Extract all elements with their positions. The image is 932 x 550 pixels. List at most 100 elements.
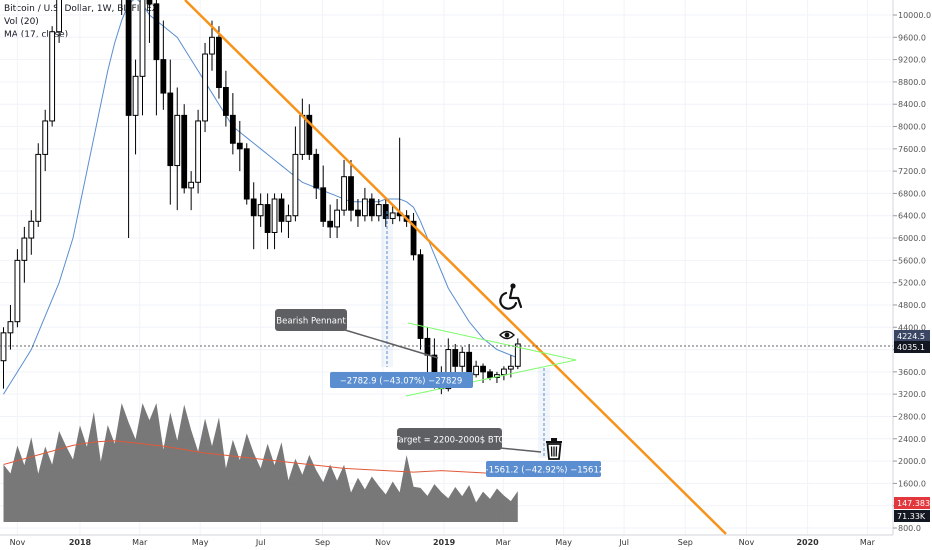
candle-body <box>7 321 14 334</box>
price-axis-bg <box>893 0 932 550</box>
candle-body <box>250 198 257 217</box>
indicator-volume: Vol (20) <box>4 17 39 27</box>
candle <box>389 204 396 225</box>
target-text: Target = 2200-2000$ BTC <box>394 436 505 446</box>
callout-bg <box>275 309 347 331</box>
x-tick-label: Nov <box>10 538 26 547</box>
y-tick-label: 3600.0 <box>898 368 926 377</box>
candle <box>49 26 56 127</box>
candle <box>7 304 14 350</box>
y-tick-label: 800.0 <box>898 524 921 533</box>
candle-body <box>459 351 466 367</box>
candle-body <box>292 153 299 217</box>
callout-text: Bearish Pennant <box>276 317 346 327</box>
candle <box>195 109 201 194</box>
x-tick-label: May <box>555 538 572 547</box>
y-tick-label: 9200.0 <box>898 56 926 65</box>
eye-icon <box>499 330 515 340</box>
candle-body <box>216 36 222 88</box>
x-tick-label: Nov <box>739 538 755 547</box>
x-tick-label: Mar <box>132 538 148 547</box>
candle <box>243 143 250 205</box>
candle-body <box>278 198 285 222</box>
candle <box>21 226 28 283</box>
candle <box>313 148 320 200</box>
wheelchair-wheel <box>499 291 518 310</box>
x-tick-label: 2020 <box>796 538 819 547</box>
measure-label-1-text: −2782.9 (−43.07%) −27829 <box>340 377 463 387</box>
wheelchair-body <box>508 287 523 309</box>
candle <box>188 171 195 211</box>
candle-body <box>21 237 28 261</box>
y-tick-label: 2000.0 <box>898 457 926 466</box>
candle-body <box>0 332 7 362</box>
candle <box>42 109 49 172</box>
candle-body <box>473 365 480 376</box>
current-price-tag-text: 4035.1 <box>897 343 925 352</box>
candle <box>125 0 132 239</box>
y-tick-label: 2800.0 <box>898 412 926 421</box>
volume-ma-tag-text: 71.33K <box>897 512 926 521</box>
candle-body <box>334 209 341 228</box>
pennant-lower <box>405 359 577 397</box>
candle-body <box>514 343 521 367</box>
y-tick-label: 2400.0 <box>898 435 926 444</box>
indicator-ma: MA (17, close) <box>4 30 69 40</box>
candle-body <box>313 153 320 189</box>
y-tick-label: 8400.0 <box>898 100 926 109</box>
candle <box>216 26 222 99</box>
candle <box>334 199 341 239</box>
x-tick-label: Nov <box>375 538 391 547</box>
y-tick-label: 4800.0 <box>898 301 926 310</box>
time-axis-bg <box>0 535 893 550</box>
candle-body <box>223 86 229 116</box>
price-tag-text: 4224.5 <box>897 332 925 341</box>
candle <box>223 70 229 127</box>
candle <box>257 193 264 227</box>
candle-body <box>181 114 188 189</box>
candle <box>320 165 327 227</box>
candle-body <box>56 0 63 33</box>
current-price-tag-bg <box>894 341 930 353</box>
candle <box>153 0 160 116</box>
candle <box>236 120 243 172</box>
target-callout: Target = 2200-2000$ BTC <box>394 428 542 453</box>
candle-body <box>264 204 271 233</box>
candle <box>514 338 521 370</box>
candle-body <box>167 92 174 167</box>
candle <box>35 143 42 227</box>
volume-ma-tag-bg <box>894 510 930 522</box>
y-tick-label: 8800.0 <box>898 78 926 87</box>
x-tick-label: 2018 <box>69 538 92 547</box>
candle <box>292 126 299 222</box>
pennant-upper <box>407 322 577 361</box>
candle <box>327 204 334 239</box>
candle <box>28 210 35 255</box>
candle <box>132 59 139 155</box>
candle <box>382 199 389 227</box>
volume-tag: 147.383K <box>894 497 932 509</box>
candle-body <box>202 53 208 122</box>
candle-body <box>188 181 195 189</box>
y-tick-label: 5200.0 <box>898 279 926 288</box>
candle <box>174 87 181 211</box>
candle <box>341 159 347 216</box>
candle-body <box>243 148 250 200</box>
y-tick-label: 8000.0 <box>898 123 926 132</box>
candle-body <box>507 365 514 370</box>
candle-body <box>153 3 160 61</box>
candle-body <box>480 365 486 373</box>
candle <box>14 249 21 328</box>
price-tag-bg <box>894 330 930 342</box>
candle <box>452 343 459 378</box>
candle <box>229 93 236 155</box>
candle-body <box>417 254 424 339</box>
candle <box>348 159 354 222</box>
candle-body <box>348 176 354 211</box>
y-tick-label: 7200.0 <box>898 167 926 176</box>
measure-label-1: −2782.9 (−43.07%) −27829 <box>330 372 473 388</box>
candle <box>424 327 431 378</box>
candle-body <box>236 142 243 150</box>
